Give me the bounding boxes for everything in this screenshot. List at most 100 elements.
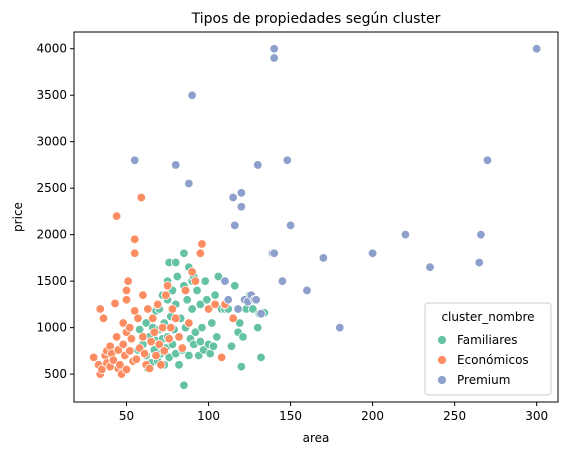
data-point-series-2 (531, 44, 542, 54)
x-tick-label: 100 (197, 409, 220, 423)
data-point-series-0 (195, 336, 206, 347)
data-point-series-1 (157, 322, 168, 333)
data-point-series-0 (236, 361, 247, 372)
data-point-series-2 (236, 202, 247, 212)
data-point-series-1 (125, 346, 135, 356)
data-point-series-0 (184, 350, 194, 361)
data-point-series-2 (253, 160, 263, 170)
data-point-series-0 (195, 299, 206, 310)
data-point-series-1 (203, 304, 214, 314)
y-tick-label: 4000 (36, 42, 67, 56)
data-point-series-0 (208, 341, 219, 351)
data-point-series-1 (210, 299, 220, 310)
y-tick-label: 500 (44, 367, 67, 381)
data-point-series-1 (123, 276, 133, 286)
data-point-series-1 (130, 248, 140, 258)
data-point-series-0 (248, 304, 258, 314)
data-point-series-1 (125, 322, 135, 333)
plot-frame (73, 31, 559, 403)
data-point-series-1 (138, 332, 148, 342)
data-point-series-1 (187, 267, 197, 277)
y-tick-label: 1000 (36, 321, 67, 335)
y-tick-label: 3000 (36, 135, 67, 149)
y-tick-label: 2500 (36, 181, 67, 195)
data-point-series-0 (197, 322, 207, 333)
x-tick-label: 150 (279, 409, 302, 423)
y-tick-label: 2000 (36, 228, 67, 242)
data-point-series-1 (174, 332, 184, 342)
data-point-series-0 (190, 327, 201, 337)
data-point-series-0 (200, 276, 210, 286)
data-point-series-1 (143, 304, 153, 314)
data-point-series-2 (318, 253, 329, 263)
data-point-series-0 (213, 271, 224, 282)
data-point-series-1 (136, 192, 146, 203)
data-point-series-2 (171, 160, 181, 170)
data-point-series-0 (192, 285, 202, 296)
data-point-series-0 (256, 352, 266, 363)
data-point-series-1 (156, 360, 166, 370)
data-point-series-2 (335, 322, 345, 333)
data-point-series-2 (302, 285, 312, 296)
data-point-series-0 (230, 281, 240, 291)
data-point-series-1 (98, 313, 109, 324)
x-tick-label: 250 (443, 409, 466, 423)
data-point-series-1 (121, 295, 132, 305)
data-point-series-2 (482, 155, 493, 165)
data-point-series-2 (277, 276, 288, 286)
data-point-series-2 (251, 295, 261, 305)
y-axis: 500 1000 1500 2000 2500 3000 3500 4000 (36, 42, 74, 381)
data-point-series-2 (233, 304, 243, 314)
data-point-series-1 (228, 313, 238, 324)
data-point-series-1 (171, 313, 181, 324)
data-point-series-2 (474, 257, 484, 268)
legend-title: cluster_nombre (441, 310, 534, 324)
data-point-series-1 (177, 343, 187, 353)
data-point-series-2 (230, 220, 240, 231)
data-point-series-1 (162, 281, 173, 291)
chart-title: Tipos de propiedades según cluster (191, 11, 441, 27)
data-point-series-0 (207, 318, 217, 328)
data-point-series-0 (238, 332, 248, 342)
x-tick-label: 200 (361, 409, 384, 423)
data-point-series-0 (253, 322, 263, 333)
data-point-series-1 (130, 234, 140, 245)
data-point-series-1 (149, 327, 160, 337)
data-point-series-0 (179, 380, 189, 390)
data-point-series-2 (256, 308, 266, 319)
data-point-series-1 (184, 318, 194, 328)
data-point-series-2 (236, 188, 247, 198)
data-point-series-2 (400, 229, 411, 240)
data-point-series-0 (179, 248, 189, 258)
data-point-series-2 (285, 220, 296, 231)
legend: cluster_nombre Familiares Económicos Pre… (424, 302, 552, 396)
data-point-series-1 (133, 313, 143, 324)
data-points (88, 44, 542, 390)
data-point-series-1 (148, 313, 158, 324)
data-point-series-0 (171, 257, 181, 268)
data-point-series-0 (141, 318, 151, 328)
y-axis-label: price (11, 202, 25, 232)
data-point-series-1 (167, 304, 178, 314)
data-point-series-2 (269, 248, 279, 258)
data-point-series-2 (282, 155, 292, 165)
data-point-series-1 (139, 348, 150, 359)
data-point-series-1 (216, 352, 227, 363)
data-point-series-1 (195, 248, 206, 258)
data-point-series-1 (151, 350, 161, 361)
legend-label-economicos: Económicos (457, 353, 529, 367)
data-point-series-1 (115, 360, 125, 370)
legend-marker-economicos (437, 355, 447, 365)
data-point-series-1 (88, 352, 99, 363)
data-point-series-1 (131, 354, 142, 364)
data-point-series-1 (197, 239, 207, 249)
data-point-series-2 (220, 276, 230, 286)
legend-marker-familiares (437, 335, 447, 345)
legend-box (424, 302, 552, 396)
data-point-series-2 (367, 248, 378, 258)
data-point-series-0 (174, 360, 184, 370)
legend-label-premium: Premium (457, 373, 510, 387)
data-point-series-1 (121, 285, 132, 296)
data-point-series-2 (425, 262, 435, 272)
